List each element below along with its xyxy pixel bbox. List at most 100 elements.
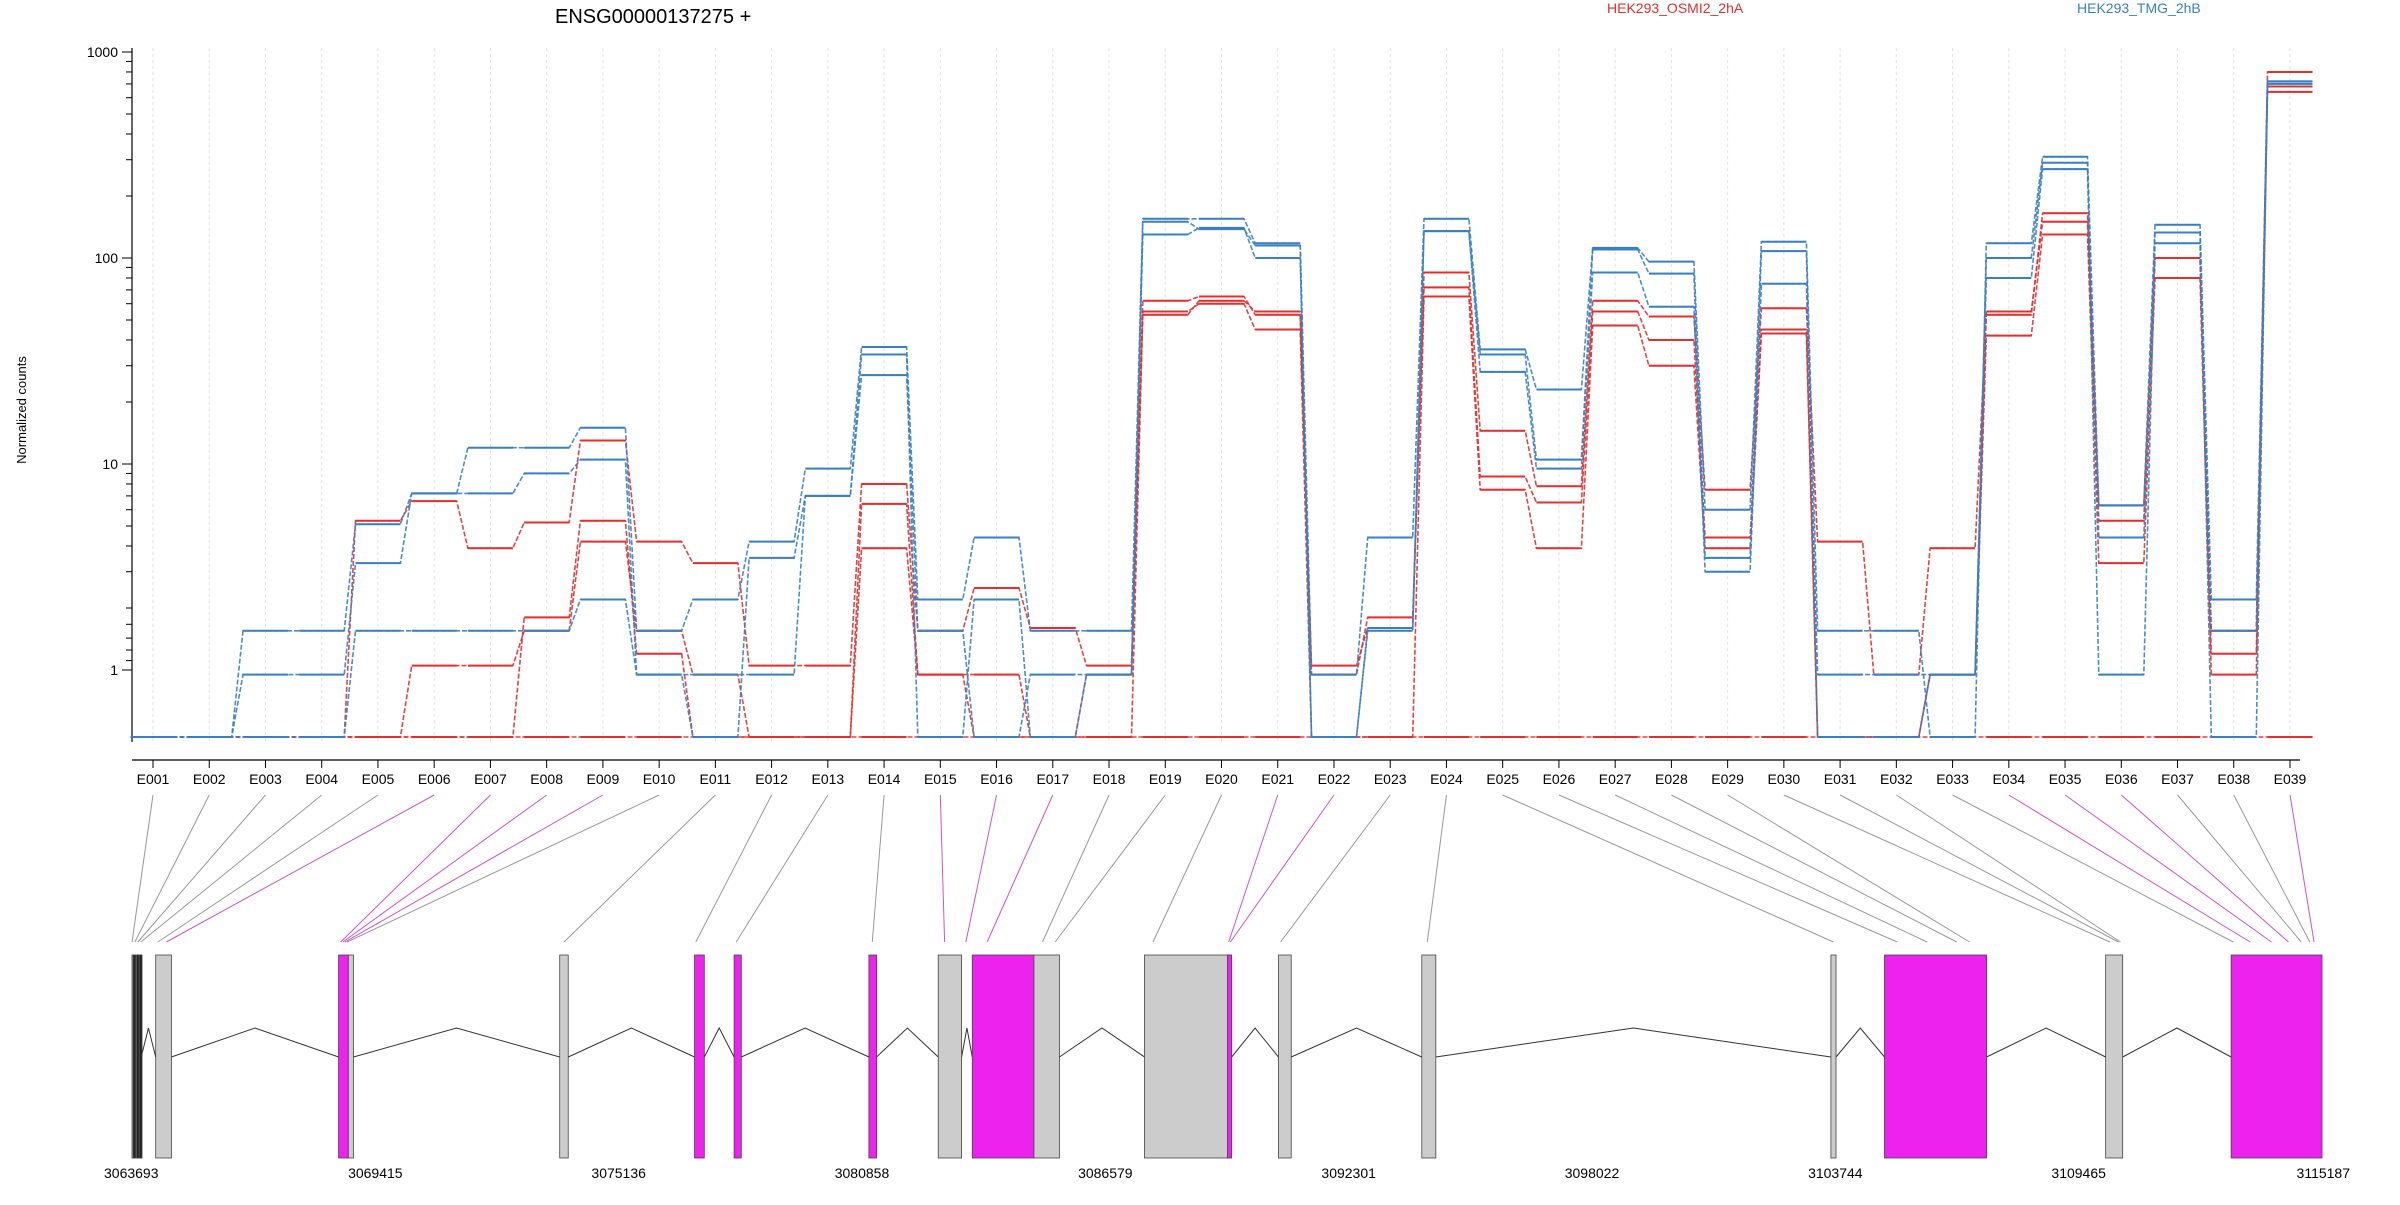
- exon-block: [139, 954, 143, 1159]
- highlighted-exon: [1227, 954, 1233, 1159]
- exon-connector: [695, 794, 773, 943]
- exon-block: [136, 954, 140, 1159]
- exon-connector: [939, 794, 946, 943]
- exon-block: [1144, 954, 1230, 1159]
- exon-block: [2105, 954, 2124, 1159]
- x-tick-label: E014: [868, 771, 901, 787]
- exon-connector: [340, 794, 491, 943]
- exon-connector: [986, 794, 1054, 943]
- x-tick-label: E001: [137, 771, 170, 787]
- exon-connector: [344, 794, 604, 943]
- x-tick-label: E035: [2049, 771, 2082, 787]
- x-tick-label: E007: [474, 771, 507, 787]
- x-tick-label: E038: [2217, 771, 2250, 787]
- axes: 1 10 100 1000 E001 E002 E003 E004 E005 E006 E007 E0…: [87, 44, 2307, 787]
- x-tick-label: E013: [811, 771, 844, 787]
- x-tick-label: E003: [249, 771, 282, 787]
- x-tick-label: E019: [1149, 771, 1182, 787]
- intron-line: [703, 1026, 735, 1058]
- exon-connector: [1727, 794, 1970, 943]
- exon-connector: [1952, 794, 2234, 943]
- exon-block: [559, 954, 569, 1159]
- x-tick-label: E012: [755, 771, 788, 787]
- intron-line: [353, 1027, 560, 1058]
- x-tick-label: E020: [1205, 771, 1238, 787]
- x-tick-label: E029: [1711, 771, 1744, 787]
- x-tick-label: E026: [1543, 771, 1576, 787]
- y-tick-label: 1000: [87, 44, 118, 60]
- x-tick-label: E018: [1093, 771, 1126, 787]
- coordinate-tick-label: 3115187: [2297, 1165, 2351, 1181]
- exon-block: [937, 954, 963, 1159]
- series-lines: [130, 70, 2313, 738]
- x-tick-label: E037: [2161, 771, 2194, 787]
- exon-connector: [2177, 794, 2302, 943]
- exon-connector: [137, 794, 266, 943]
- highlighted-exon: [1884, 954, 1987, 1159]
- exon-connector: [1426, 794, 1447, 943]
- intron-line: [140, 1027, 157, 1058]
- exon-connector: [1671, 794, 1958, 943]
- coordinate-tick-label: 3092301: [1321, 1165, 1376, 1181]
- x-tick-label: E036: [2105, 771, 2138, 787]
- x-tick-label: E033: [1936, 771, 1969, 787]
- exon-connector: [1783, 794, 2111, 943]
- coordinate-tick-label: 3086579: [1078, 1165, 1133, 1181]
- highlighted-exon: [868, 954, 877, 1159]
- exon-connector: [1839, 794, 2119, 943]
- x-tick-label: E005: [362, 771, 395, 787]
- exon-connector: [166, 794, 435, 943]
- intron-line: [961, 1027, 973, 1058]
- x-tick-label: E011: [700, 771, 732, 787]
- exon-connector: [1558, 794, 1898, 943]
- exon-connector: [134, 794, 210, 943]
- x-tick-label: E039: [2274, 771, 2307, 787]
- exon-connector: [1041, 794, 1110, 943]
- exon-connector: [1896, 794, 2121, 943]
- x-tick-label: E023: [1374, 771, 1407, 787]
- exon-connector: [2008, 794, 2251, 943]
- exon-connector: [1229, 794, 1335, 943]
- x-tick-label: E027: [1599, 771, 1632, 787]
- grid-lines: [152, 48, 2291, 742]
- legend-entry-osmi2: HEK293_OSMI2_2hA: [1607, 0, 1744, 16]
- exon-connector: [1280, 794, 1391, 943]
- exon-connector: [735, 794, 829, 943]
- exon-connector: [2233, 794, 2311, 943]
- y-axis-label: Normalized counts: [14, 356, 29, 464]
- exon-connector: [1228, 794, 1279, 943]
- highlighted-exon: [338, 954, 349, 1159]
- gene-model: 3063693 3069415 3075136 3080858 3086579 30923…: [104, 954, 2351, 1181]
- x-tick-label: E025: [1486, 771, 1519, 787]
- exon-connector: [157, 794, 379, 943]
- x-tick-label: E021: [1261, 771, 1294, 787]
- y-tick-label: 1: [110, 662, 118, 678]
- x-tick-label: E006: [418, 771, 451, 787]
- x-tick-label: E017: [1036, 771, 1069, 787]
- intron-line: [1059, 1027, 1145, 1058]
- intron-line: [1435, 1027, 1831, 1058]
- coordinate-tick-label: 3080858: [835, 1165, 890, 1181]
- x-tick-label: E009: [587, 771, 620, 787]
- coordinate-tick-label: 3109465: [2051, 1165, 2106, 1181]
- exon-connector: [2064, 794, 2272, 943]
- x-tick-label: E022: [1318, 771, 1351, 787]
- intron-line: [741, 1027, 870, 1058]
- intron-line: [2122, 1027, 2232, 1058]
- exon-block: [347, 954, 354, 1159]
- intron-line: [171, 1027, 339, 1058]
- y-tick-label: 100: [95, 250, 119, 266]
- coordinate-tick-label: 3103744: [1808, 1165, 1863, 1181]
- exon-connector: [1054, 794, 1166, 943]
- highlighted-exon: [694, 954, 705, 1159]
- exon-connector: [1152, 794, 1222, 943]
- x-tick-label: E015: [924, 771, 957, 787]
- exon-block: [1278, 954, 1292, 1159]
- intron-line: [876, 1027, 939, 1058]
- exon-connectors: [131, 794, 2315, 943]
- highlighted-exon: [2230, 954, 2323, 1159]
- x-tick-label: E031: [1824, 771, 1857, 787]
- coordinate-tick-label: 3063693: [104, 1165, 159, 1181]
- x-tick-label: E034: [1992, 771, 2025, 787]
- exon-block: [132, 954, 137, 1159]
